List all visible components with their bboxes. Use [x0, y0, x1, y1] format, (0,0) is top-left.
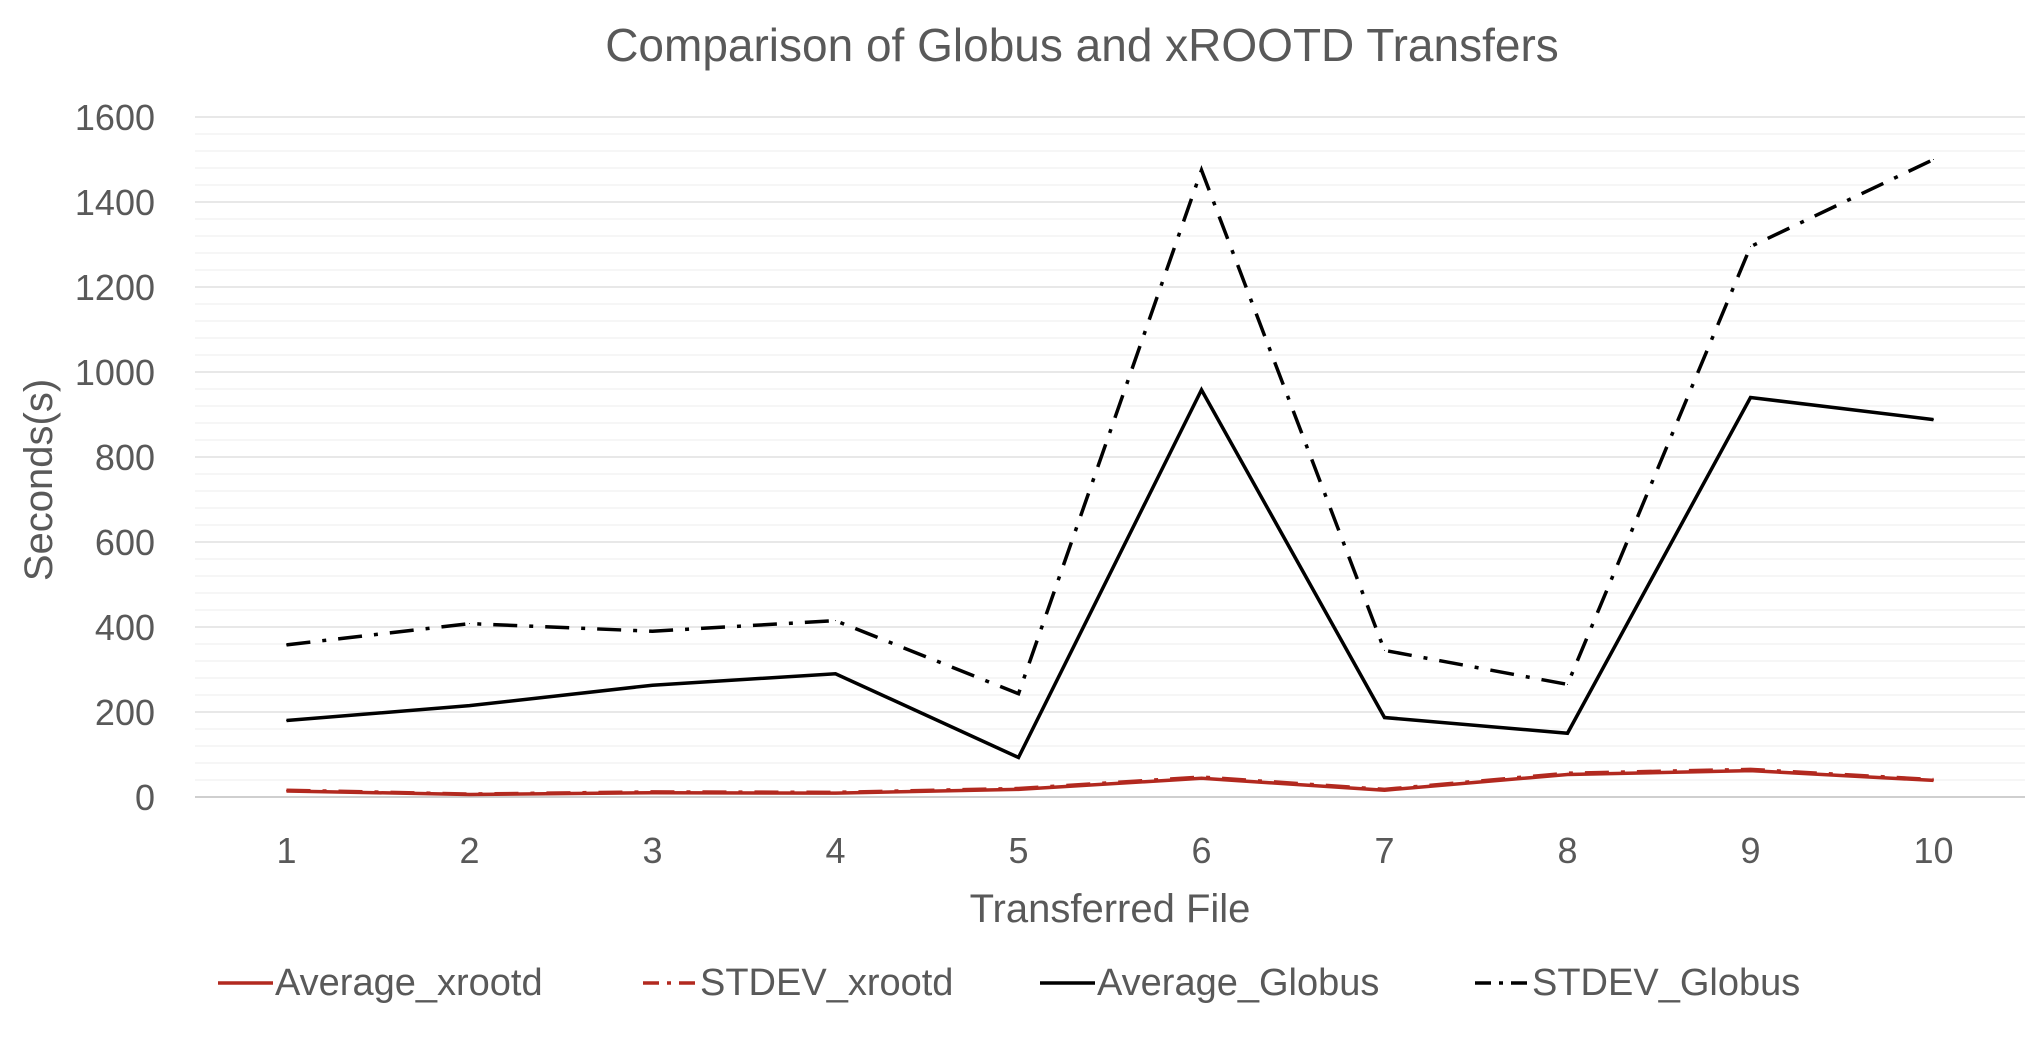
legend-item: Average_Globus — [1040, 962, 1379, 1004]
data-point — [652, 630, 653, 632]
y-axis-label: Seconds(s) — [17, 379, 61, 581]
x-tick-label: 4 — [825, 830, 845, 871]
data-point — [1933, 779, 1934, 781]
data-point — [1201, 389, 1202, 391]
data-point — [1750, 768, 1751, 770]
series-STDEV_Globus — [286, 157, 1935, 697]
series-lines — [286, 157, 1935, 797]
x-tick-label: 10 — [1913, 830, 1953, 871]
y-tick-label: 1600 — [75, 97, 155, 138]
x-tick-label: 2 — [459, 830, 479, 871]
data-point — [652, 684, 653, 686]
data-point — [835, 791, 836, 793]
data-point — [1201, 169, 1202, 171]
data-point — [286, 644, 287, 646]
legend-item: STDEV_xrootd — [643, 962, 953, 1004]
data-point — [1018, 693, 1019, 695]
series-line — [286, 767, 1934, 796]
x-tick-label: 6 — [1191, 830, 1211, 871]
data-point — [469, 793, 470, 795]
x-tick-label: 8 — [1557, 830, 1577, 871]
x-tick-label: 3 — [642, 830, 662, 871]
y-tick-label: 600 — [95, 522, 155, 563]
data-point — [1384, 649, 1385, 651]
data-point — [1567, 732, 1568, 734]
data-point — [1933, 419, 1934, 421]
y-tick-label: 400 — [95, 607, 155, 648]
data-point — [1384, 788, 1385, 790]
y-tick-label: 200 — [95, 692, 155, 733]
data-point — [286, 720, 287, 721]
legend-item: STDEV_Globus — [1475, 962, 1800, 1004]
series-Average_xrootd — [286, 768, 1934, 797]
legend-item: Average_xrootd — [218, 962, 543, 1004]
data-point — [1750, 397, 1751, 398]
y-tick-label: 1000 — [75, 352, 155, 393]
y-tick-label: 1200 — [75, 267, 155, 308]
data-point — [1567, 683, 1568, 685]
x-tick-label: 7 — [1374, 830, 1394, 871]
series-STDEV_xrootd — [286, 767, 1934, 796]
data-point — [652, 791, 653, 793]
data-point — [835, 620, 836, 622]
legend-label: Average_Globus — [1097, 962, 1379, 1004]
data-point — [1384, 717, 1385, 719]
data-point — [1201, 777, 1202, 779]
data-point — [1933, 159, 1934, 160]
data-point — [1018, 788, 1019, 789]
legend-label: STDEV_Globus — [1532, 962, 1800, 1004]
data-point — [469, 623, 470, 625]
y-tick-label: 1400 — [75, 182, 155, 223]
series-Average_Globus — [286, 386, 1934, 760]
series-line — [286, 157, 1935, 697]
legend: Average_xrootd STDEV_xrootd Average_Globus… — [218, 962, 1800, 1004]
series-line — [286, 768, 1934, 797]
legend-label: Average_xrootd — [275, 962, 543, 1004]
data-point — [286, 789, 287, 791]
x-axis-label: Transferred File — [970, 887, 1251, 931]
chart-title: Comparison of Globus and xROOTD Transfer… — [605, 19, 1559, 71]
data-point — [469, 705, 470, 707]
legend-label: STDEV_xrootd — [700, 962, 953, 1004]
x-tick-label: 5 — [1008, 830, 1028, 871]
y-tick-label: 800 — [95, 437, 155, 478]
axes: 0 200 400 600 800 1000 1200 1400 1600 1 2 3 4 5 6 7 8 9 10 — [75, 97, 1954, 871]
data-point — [835, 792, 836, 794]
data-point — [1018, 756, 1019, 758]
data-point — [1750, 246, 1751, 248]
data-point — [1567, 772, 1568, 774]
data-point — [835, 673, 836, 675]
y-tick-label: 0 — [135, 777, 155, 818]
series-line — [286, 386, 1934, 760]
gridlines — [195, 116, 2025, 798]
data-point — [1567, 773, 1568, 775]
x-tick-label: 1 — [276, 830, 296, 871]
x-tick-label: 9 — [1740, 830, 1760, 871]
data-point — [1201, 776, 1202, 778]
